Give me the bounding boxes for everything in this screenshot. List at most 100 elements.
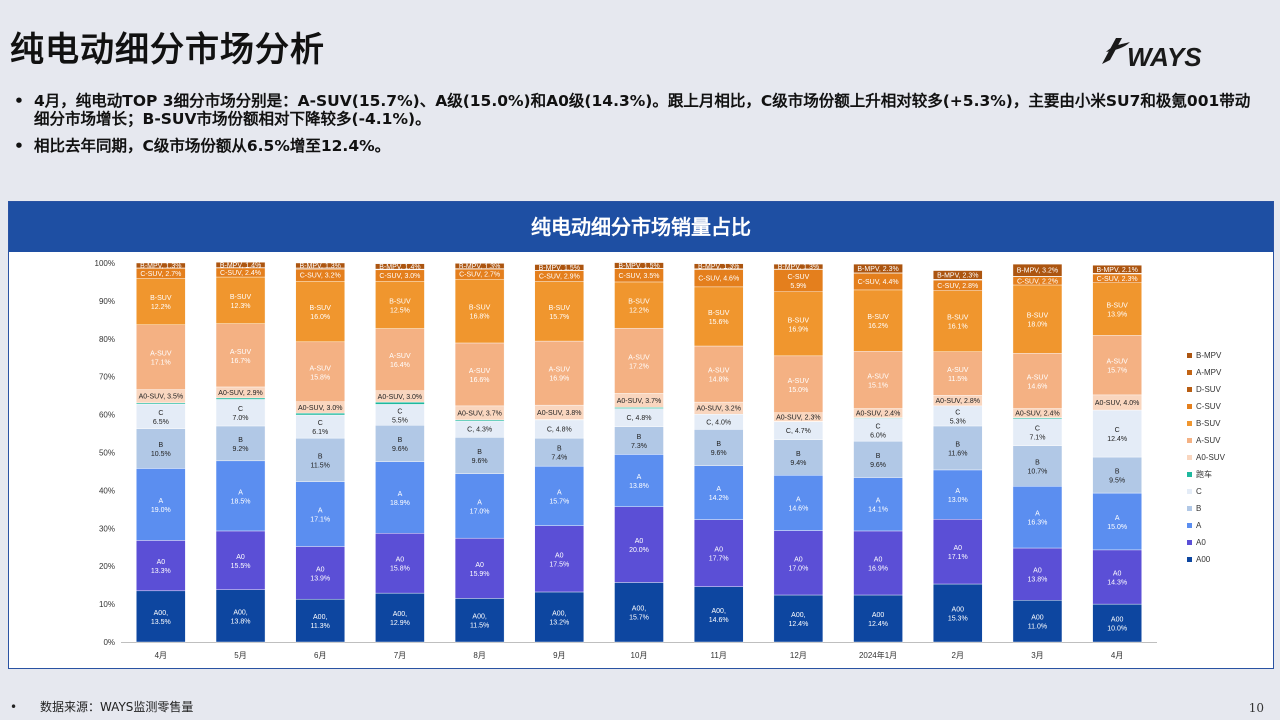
data-label-value: 18.9% [390, 500, 410, 507]
data-label: B-MPV, 1.3% [778, 264, 819, 271]
data-label: B-MPV, 2.3% [937, 272, 978, 279]
legend-label: 跑车 [1196, 469, 1212, 479]
data-label-name: C [238, 406, 243, 413]
bar-segment [215, 425, 266, 462]
legend-swatch [1187, 353, 1192, 358]
data-label-value: 11.6% [948, 450, 967, 457]
data-label-value: 7.1% [1029, 435, 1045, 442]
bar-stack: A00, 12.4% A0 17.0% A 14.6% B 9.4% C, 4.7% A0-SUV… [773, 263, 824, 643]
data-label-name: A0 [635, 538, 644, 545]
x-tick-label: 7月 [394, 651, 406, 660]
data-label-name: A-SUV [788, 378, 810, 385]
data-label-value: 12.2% [629, 308, 649, 315]
data-label-value: 14.3% [1107, 580, 1127, 587]
bar-segment [614, 262, 664, 269]
legend-label: A0 [1196, 538, 1206, 547]
data-label-name: A [1035, 511, 1040, 518]
y-tick-label: 40% [99, 486, 115, 495]
data-label: C-SUV, 2.2% [1017, 278, 1058, 285]
data-label-value: 13.8% [231, 618, 251, 625]
data-label-name: B [1115, 469, 1120, 476]
data-label: A0-SUV, 4.0% [1095, 400, 1140, 407]
legend-label: A-SUV [1196, 436, 1221, 445]
data-label: B-MPV, 1.4% [379, 264, 420, 271]
data-label: B-MPV, 2.3% [857, 266, 898, 273]
data-label-value: 15.0% [1107, 524, 1127, 531]
legend-label: A-MPV [1196, 368, 1222, 377]
data-label-name: A0 [794, 556, 803, 563]
data-label-value: 14.1% [868, 507, 888, 514]
bar-segment [534, 465, 585, 526]
data-label-value: 16.9% [788, 326, 808, 333]
data-label-value: 12.9% [390, 620, 410, 627]
bar-segment [933, 270, 983, 280]
data-label: A0-SUV, 3.7% [457, 410, 502, 417]
data-label: A0-SUV, 2.9% [218, 390, 263, 397]
data-label-name: A00, [154, 610, 168, 617]
bar-segment [773, 263, 824, 270]
data-label-value: 7.0% [233, 415, 249, 422]
legend-label: B-MPV [1196, 351, 1222, 360]
y-tick-label: 30% [99, 524, 115, 533]
data-label-name: A-SUV [1106, 359, 1128, 366]
data-label-value: 16.3% [1028, 520, 1048, 527]
data-label-name: A [477, 499, 482, 506]
bar-segment [454, 279, 505, 344]
bar-segment [534, 264, 585, 271]
data-label-value: 17.1% [948, 554, 968, 561]
x-tick-label: 4月 [155, 651, 167, 660]
bar-stack: A00, 11.5% A0 15.9% A 17.0% B 9.6% C, 4.3% A0-SUV… [454, 263, 505, 643]
bar-segment [773, 475, 824, 531]
data-label-value: 18.0% [1028, 322, 1048, 329]
data-label-value: 14.2% [709, 495, 729, 502]
data-label-name: C-SUV [787, 274, 809, 281]
data-label: A0-SUV, 2.4% [1015, 411, 1060, 418]
x-tick-label: 8月 [473, 651, 485, 660]
data-label-name: A0 [953, 545, 962, 552]
bar-segment [454, 263, 505, 269]
data-label-value: 13.2% [549, 619, 569, 626]
y-tick-label: 10% [99, 600, 115, 609]
bar-stack: A00, 13.8% A0 15.5% A 18.5% B 9.2% C 7.0% A0-SUV, … [215, 262, 266, 643]
data-label: C-SUV, 2.9% [539, 274, 580, 281]
bar-stack: A00, 15.7% A0 20.0% A 13.8% B 7.3% C, 4.8% A0-SUV… [614, 262, 664, 643]
bar-segment [933, 519, 983, 585]
data-label: C-SUV, 2.7% [140, 271, 181, 278]
bar-segment [215, 399, 266, 427]
bar-stack: A00 12.4% A0 16.9% A 14.1% B 9.6% C 6.0% A0-SUV, 2… [853, 263, 903, 643]
chart-panel: 纯电动细分市场销量占比 0% 10% 20% 30% 40% 50% 60% 70% 80% 90… [8, 201, 1274, 669]
data-label-value: 15.0% [788, 387, 808, 394]
stacked-bar-chart: 0% 10% 20% 30% 40% 50% 60% 70% 80% 90% 100% A00, 13.… [95, 259, 1226, 660]
data-label-value: 12.4% [868, 621, 888, 628]
data-label-name: B-SUV [1106, 303, 1128, 310]
bullet-2: 相比去年同期，C级市场份额从6.5%增至12.4%。 [12, 137, 1252, 155]
data-label-value: 15.7% [1107, 368, 1127, 375]
data-label: C-SUV, 2.8% [937, 283, 978, 290]
data-label-value: 6.1% [312, 429, 328, 436]
bar-stack: A00, 12.9% A0 15.8% A 18.9% B 9.6% C 5.5% A0-SUV, … [375, 263, 425, 643]
data-label-value: 19.0% [151, 507, 171, 514]
y-tick-label: 100% [95, 259, 115, 268]
legend-label: D-SUV [1196, 385, 1222, 394]
bar-segment [295, 280, 345, 343]
data-label-name: A-SUV [310, 365, 332, 372]
bar-segment [933, 583, 983, 643]
bar-segment [853, 351, 903, 409]
data-label-value: 17.7% [709, 556, 729, 563]
data-label-value: 9.6% [472, 458, 488, 465]
data-label-name: A00, [233, 609, 247, 616]
data-label-name: A00, [472, 614, 486, 621]
data-label-name: B [477, 449, 482, 456]
bar-segment [1012, 418, 1063, 446]
data-label-value: 7.4% [551, 455, 567, 462]
data-label: A0-SUV, 2.3% [776, 415, 821, 422]
bar-segment [534, 525, 585, 593]
bar-segment [215, 276, 266, 324]
data-label-value: 12.3% [231, 303, 251, 310]
data-label: C-SUV, 4.6% [698, 276, 739, 283]
data-label: A0-SUV, 3.8% [537, 410, 582, 417]
y-tick-label: 70% [99, 373, 115, 382]
data-label-value: 15.9% [470, 571, 490, 578]
bar-stack: A00, 13.2% A0 17.5% A 15.7% B 7.4% C, 4.8% A0-SUV… [534, 264, 585, 643]
data-label-name: B-SUV [628, 299, 650, 306]
